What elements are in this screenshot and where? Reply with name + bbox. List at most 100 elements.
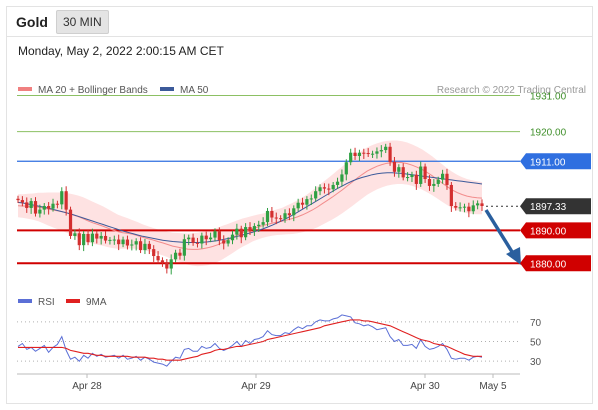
candle-body [392,161,397,172]
candle-body [436,179,440,184]
candle-body [362,152,366,154]
candle-body [405,177,410,179]
candle-body [454,206,458,208]
candle-body [445,173,449,185]
level-label-1920.00: 1920.00 [530,128,567,139]
candle-body [204,235,208,240]
candle-body [467,206,471,212]
candle-body [375,151,379,154]
candle-body [217,231,221,241]
candle-body [143,243,147,251]
candle-body [29,201,33,208]
candle-body [423,166,427,180]
candle-body [51,203,55,209]
time-tick-label-May 5: May 5 [479,381,507,392]
candle-body [480,203,484,207]
candle-body [397,167,401,172]
candle-body [38,209,42,214]
candle-body [230,234,235,241]
rsi-legend-swatch [18,299,32,303]
candle-body [252,226,256,232]
candle-body [200,235,204,244]
candle-body [16,198,20,201]
candle-body [33,201,38,214]
candle-body [134,241,138,245]
candle-body [287,213,291,216]
ma-bands-legend-label: MA 20 + Bollinger Bands [38,85,148,96]
candle-body [379,150,383,152]
candle-body [261,222,265,225]
candle-body [152,249,156,257]
chart-datetime: Monday, May 2, 2022 2:00:15 AM CET [18,44,224,58]
candle-body [82,233,86,246]
rsi-tick-label-50: 50 [530,338,542,349]
candle-body [213,231,217,238]
candle-body [117,239,121,245]
candle-body [476,203,480,206]
candle-body [331,184,335,190]
level-label-1890.00: 1890.00 [530,226,567,237]
candle-body [47,206,51,209]
candle-body [349,152,353,163]
instrument-title: Gold [16,14,48,30]
candle-body [187,237,191,240]
candle-body [344,162,348,175]
candle-body [248,227,252,232]
forecast-arrow [484,209,521,265]
rsi-tick-label-70: 70 [530,318,542,329]
candle-body [191,237,195,243]
ma50-legend-swatch [160,87,174,91]
candle-body [265,210,270,223]
price-level-labels: 1931.00 1920.00 1911.00 1897.33 1890.00 1880.… [520,91,591,272]
candle-body [42,206,46,210]
candle-body [257,224,261,227]
bollinger-band [18,140,482,267]
candle-body [279,218,283,220]
candle-body [209,237,213,240]
candle-body [309,198,313,200]
candlesticks [16,142,484,275]
forecast-arrow-head [506,247,521,265]
candle-body [226,240,230,244]
time-axis: Apr 28 Apr 29 Apr 30 May 5 [72,374,507,392]
candle-body [160,260,165,263]
candle-body [419,166,423,184]
timeframe-badge[interactable]: 30 MIN [56,10,109,34]
candle-body [169,259,173,269]
price-legend: MA 20 + Bollinger Bands MA 50 [18,85,209,96]
candle-body [112,239,116,241]
candle-body [366,153,370,155]
candle-body [68,209,73,236]
candle-body [60,191,64,205]
candle-body [305,199,309,205]
candle-body [427,179,432,186]
candle-body [432,183,436,186]
candle-body [182,239,186,256]
rsi-ma-legend-swatch [66,299,80,303]
candle-body [300,202,305,205]
time-tick-label-Apr 29: Apr 29 [241,381,271,392]
candle-body [327,188,331,190]
candle-body [296,202,300,209]
candle-body [90,233,95,243]
candle-body [410,174,414,178]
candle-body [244,227,248,238]
candle-body [401,167,405,178]
candle-body [103,235,108,241]
candle-body [274,217,278,219]
candle-body [222,240,226,244]
candle-body [314,191,318,199]
candle-body [384,146,388,151]
rsi-line [17,314,483,367]
rsi-panel: 70 50 30 [17,314,542,368]
candle-body [292,208,296,216]
candle-body [195,242,200,244]
candle-body [471,205,475,212]
candle-body [20,200,24,203]
candle-body [99,235,103,239]
level-label-1897.33: 1897.33 [530,202,567,213]
candle-body [178,252,182,256]
time-tick-label-Apr 30: Apr 30 [410,381,440,392]
candle-body [353,152,357,156]
rsi-legend-label: RSI [38,297,55,308]
